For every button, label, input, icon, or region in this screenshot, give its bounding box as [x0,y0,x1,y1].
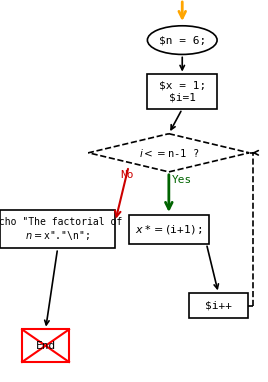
Text: $i<=$n-1 ?: $i<=$n-1 ? [139,147,199,159]
Text: Yes: Yes [172,175,192,185]
FancyBboxPatch shape [147,74,217,109]
FancyBboxPatch shape [0,210,115,248]
FancyBboxPatch shape [189,293,248,318]
FancyBboxPatch shape [22,329,69,362]
Text: $x*=($i+1);: $x*=($i+1); [135,223,203,236]
Text: No: No [121,170,134,180]
FancyBboxPatch shape [129,215,209,244]
Text: $n = 6;: $n = 6; [159,35,206,45]
Text: $i++: $i++ [205,301,232,311]
Text: $x = 1;
$i=1: $x = 1; $i=1 [159,81,206,102]
Text: End: End [35,341,56,351]
Text: echo "The factorial of
$n = $x"."\n";: echo "The factorial of $n = $x"."\n"; [0,217,122,242]
